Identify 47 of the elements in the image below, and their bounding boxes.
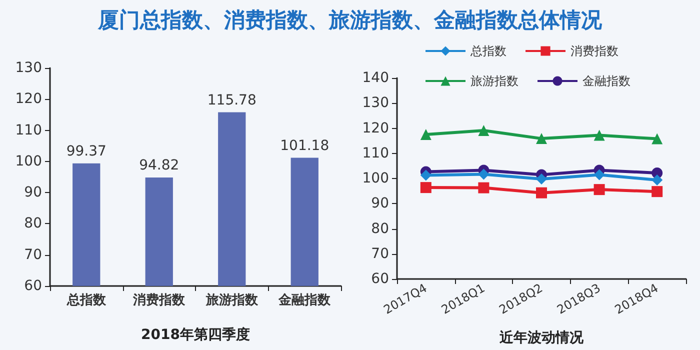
y-tick-label: 80 xyxy=(371,220,389,237)
point xyxy=(478,125,490,136)
data-label: 101.18 xyxy=(280,138,330,154)
y-tick-label: 70 xyxy=(371,246,389,262)
data-label: 115.78 xyxy=(207,92,256,108)
y-tick-label: 90 xyxy=(371,196,389,212)
data-label: 94.82 xyxy=(139,158,180,174)
x-axis-title: 近年波动情况 xyxy=(498,329,584,346)
point xyxy=(420,170,432,181)
point xyxy=(594,169,605,180)
legend-label: 消费指数 xyxy=(570,44,618,58)
point xyxy=(594,184,605,196)
point xyxy=(652,133,663,144)
legend-label: 金融指数 xyxy=(582,74,630,88)
legend-label: 旅游指数 xyxy=(470,74,518,88)
chart-title: 厦门总指数、消费指数、旅游指数、金融指数总体情况 xyxy=(96,7,603,34)
point xyxy=(536,187,547,198)
data-label: 99.37 xyxy=(66,143,106,160)
y-tick-label: 60 xyxy=(24,278,42,294)
point xyxy=(420,182,432,194)
y-tick-label: 110 xyxy=(15,122,42,138)
point xyxy=(420,129,432,140)
y-tick-label: 140 xyxy=(362,70,389,86)
x-tick-label: 金融指数 xyxy=(278,293,332,308)
y-tick-label: 120 xyxy=(362,120,389,136)
point xyxy=(478,182,490,194)
y-tick-label: 130 xyxy=(15,60,42,76)
y-tick-label: 90 xyxy=(24,184,42,201)
point xyxy=(594,130,605,141)
y-tick-label: 110 xyxy=(362,145,389,162)
y-tick-label: 60 xyxy=(371,271,389,287)
x-tick-label: 总指数 xyxy=(66,292,107,308)
point xyxy=(478,168,490,180)
point xyxy=(536,174,547,185)
y-tick-label: 100 xyxy=(15,153,42,170)
point xyxy=(536,133,547,144)
y-tick-label: 100 xyxy=(362,170,389,186)
y-tick-label: 130 xyxy=(362,95,389,112)
legend-label: 总指数 xyxy=(470,44,506,58)
x-tick-label: 旅游指数 xyxy=(204,292,259,308)
point xyxy=(652,186,663,198)
y-tick-label: 120 xyxy=(15,91,42,108)
x-tick-label: 消费指数 xyxy=(132,293,186,308)
y-tick-label: 70 xyxy=(24,246,42,263)
point xyxy=(652,174,663,186)
y-tick-label: 80 xyxy=(24,216,42,232)
x-axis-title: 2018年第四季度 xyxy=(141,326,250,343)
